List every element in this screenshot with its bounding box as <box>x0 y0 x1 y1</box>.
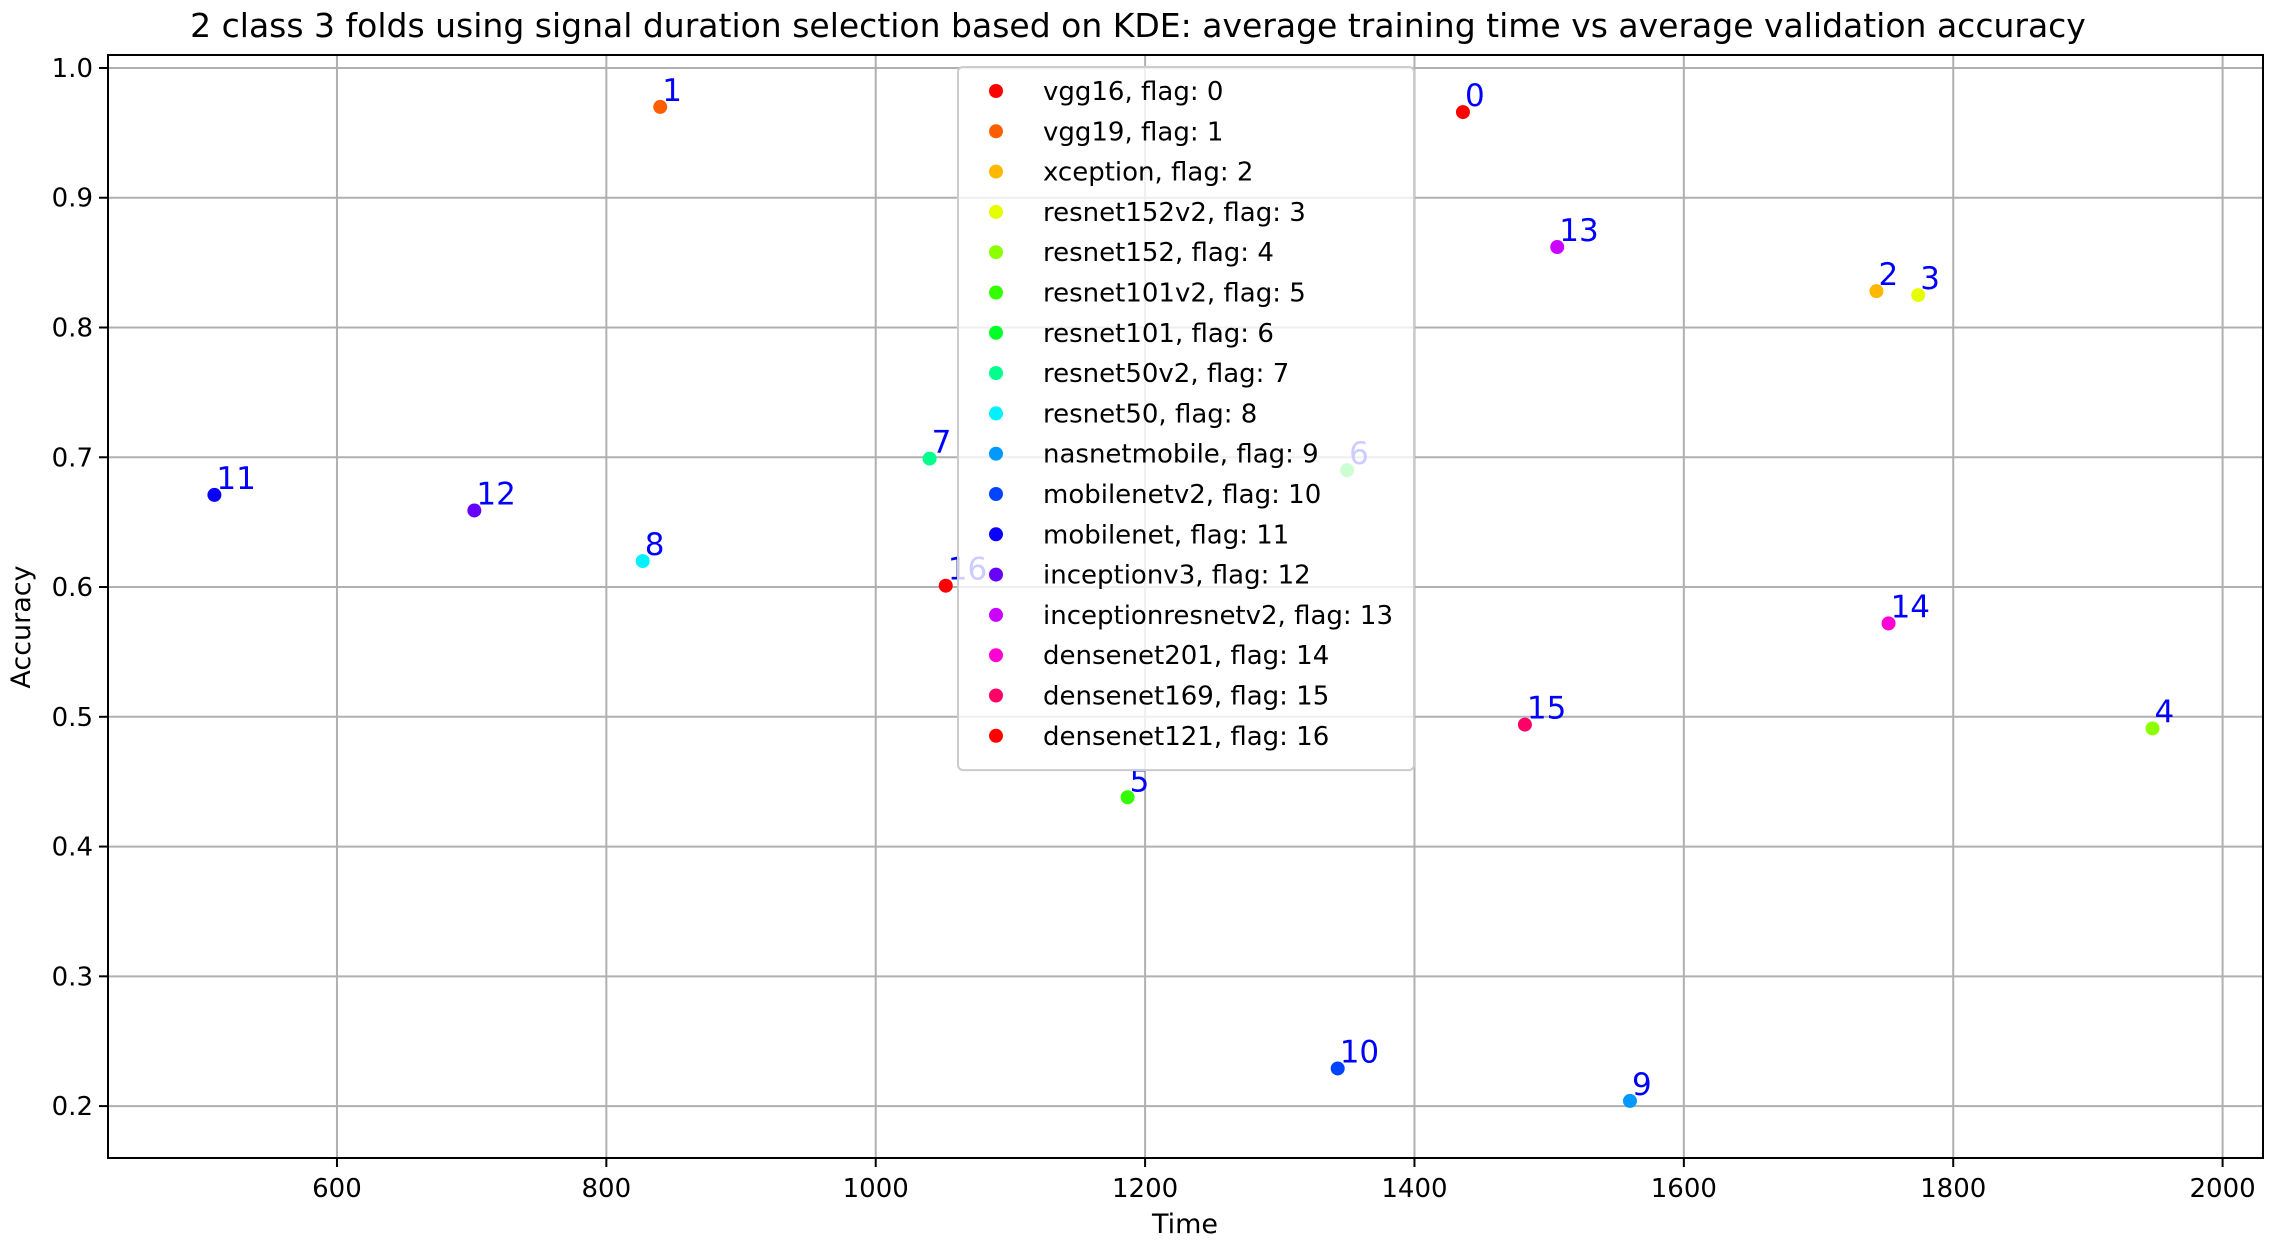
x-tick-label: 600 <box>312 1174 362 1204</box>
legend-entry: mobilenet, flag: 11 <box>1043 520 1289 550</box>
legend-marker <box>989 84 1003 98</box>
point-label: 7 <box>932 425 952 461</box>
point-label: 8 <box>645 527 665 563</box>
legend-marker <box>989 204 1003 219</box>
legend-entry: densenet169, flag: 15 <box>1043 682 1329 712</box>
data-point <box>2145 721 2160 736</box>
legend-entry: vgg16, flag: 0 <box>1043 77 1223 107</box>
point-label: 11 <box>216 461 255 497</box>
data-point <box>1517 717 1532 732</box>
y-axis-label: Accuracy <box>6 565 37 688</box>
legend-entry: mobilenetv2, flag: 10 <box>1043 480 1321 510</box>
y-tick-label: 0.5 <box>52 703 93 733</box>
x-tick-label: 1600 <box>1651 1174 1717 1204</box>
data-point <box>1120 790 1135 805</box>
legend-marker <box>989 124 1003 139</box>
point-label: 3 <box>1920 261 1940 297</box>
x-tick-label: 800 <box>582 1174 632 1204</box>
legend-marker <box>989 164 1003 179</box>
point-label: 2 <box>1878 257 1898 293</box>
legend-entry: densenet201, flag: 14 <box>1043 641 1329 671</box>
data-point <box>467 503 482 518</box>
data-point <box>922 451 937 466</box>
y-tick-label: 0.8 <box>52 314 93 344</box>
data-point <box>1911 288 1926 303</box>
legend-marker <box>989 487 1003 501</box>
data-point <box>1622 1093 1637 1108</box>
x-tick-label: 2000 <box>2190 1174 2256 1204</box>
point-label: 13 <box>1559 213 1598 249</box>
chart-title: 2 class 3 folds using signal duration se… <box>190 6 2086 45</box>
plot-frame <box>107 54 2264 1159</box>
legend-marker <box>989 325 1003 340</box>
legend-entry: resnet152, flag: 4 <box>1043 238 1274 268</box>
y-tick-label: 0.6 <box>52 573 93 603</box>
legend-entry: inceptionv3, flag: 12 <box>1043 561 1311 591</box>
legend-entry: resnet50, flag: 8 <box>1043 399 1257 429</box>
data-point <box>1869 284 1884 299</box>
legend-entry: densenet121, flag: 16 <box>1043 722 1329 752</box>
data-point <box>653 99 668 114</box>
legend-marker <box>989 648 1003 663</box>
legend-entry: resnet50v2, flag: 7 <box>1043 359 1289 389</box>
legend-entry: resnet152v2, flag: 3 <box>1043 198 1306 228</box>
y-tick-label: 0.2 <box>52 1092 93 1122</box>
axis-ticks: 600 800 1000 1200 1400 1600 1800 2000 0.2 0.3 0.4 0… <box>52 54 2256 1204</box>
legend-entry: resnet101, flag: 6 <box>1043 319 1274 349</box>
x-tick-label: 1200 <box>1112 1174 1178 1204</box>
point-label: 12 <box>476 476 515 512</box>
point-label: 1 <box>662 73 682 109</box>
point-label: 4 <box>2155 694 2175 730</box>
legend-marker <box>989 607 1003 622</box>
y-tick-label: 0.7 <box>52 443 93 473</box>
legend-marker <box>989 285 1003 300</box>
legend-marker <box>989 245 1003 260</box>
data-point <box>1330 1061 1345 1076</box>
data-point <box>207 487 222 502</box>
legend-marker <box>989 527 1003 542</box>
legend-entry: vgg19, flag: 1 <box>1043 117 1223 147</box>
legend-entry: inceptionresnetv2, flag: 13 <box>1043 601 1393 631</box>
x-tick-label: 1000 <box>843 1174 909 1204</box>
legend-entry: resnet101v2, flag: 5 <box>1043 279 1306 309</box>
point-label: 10 <box>1340 1034 1379 1070</box>
legend-marker <box>989 406 1003 421</box>
legend-marker <box>989 446 1003 461</box>
legend-marker <box>989 567 1003 582</box>
point-labels: 012345678910111213141516 <box>216 73 2174 1103</box>
y-tick-label: 0.3 <box>52 962 93 992</box>
legend-entry: xception, flag: 2 <box>1043 158 1253 188</box>
point-label: 9 <box>1632 1067 1652 1103</box>
x-axis-label: Time <box>1151 1209 1218 1240</box>
legend-entry: nasnetmobile, flag: 9 <box>1043 440 1319 470</box>
point-label: 14 <box>1891 589 1930 625</box>
y-tick-label: 0.4 <box>52 833 93 863</box>
data-point <box>1455 105 1470 120</box>
point-label: 5 <box>1130 763 1150 799</box>
data-point <box>1550 240 1565 255</box>
legend: vgg16, flag: 0 vgg19, flag: 1 xception, fl… <box>957 66 1415 772</box>
data-point <box>938 578 953 593</box>
x-tick-label: 1400 <box>1381 1174 1447 1204</box>
legend-box <box>957 66 1415 772</box>
legend-marker <box>989 366 1003 381</box>
y-tick-label: 0.9 <box>52 184 93 214</box>
data-point <box>635 554 650 569</box>
point-label: 0 <box>1465 78 1485 114</box>
legend-marker <box>989 688 1003 703</box>
point-label: 15 <box>1527 691 1566 727</box>
y-tick-label: 1.0 <box>52 54 93 84</box>
legend-marker <box>989 728 1003 743</box>
x-tick-label: 1800 <box>1920 1174 1986 1204</box>
data-point <box>1881 616 1896 631</box>
